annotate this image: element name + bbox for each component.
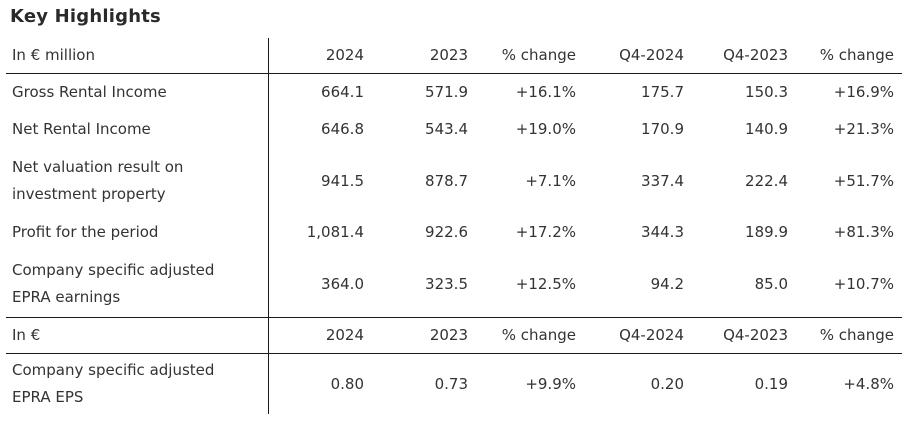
table-row: Profit for the period 1,081.4 922.6 +17.… (6, 214, 902, 251)
cell-value: 646.8 (321, 120, 364, 138)
header-2024: 2024 (268, 38, 368, 74)
cell-value: +7.1% (525, 171, 576, 190)
cell-value: 175.7 (641, 83, 684, 101)
cell-value: 0.19 (754, 374, 788, 393)
cell-value: 543.4 (425, 120, 468, 138)
cell-value: 878.7 (425, 171, 468, 190)
header-q4-2024: Q4-2024 (584, 317, 688, 354)
row-label-line1: Net valuation result on (12, 158, 184, 176)
cell-value: +16.1% (515, 83, 576, 101)
row-label-line2: investment property (12, 185, 166, 203)
table-row: Company specific adjusted EPRA earnings 3… (6, 251, 902, 318)
cell-value: +81.3% (833, 223, 894, 241)
cell-value: 170.9 (641, 120, 684, 138)
header-pct-change: % change (476, 317, 584, 354)
cell-value: 140.9 (745, 120, 788, 138)
cell-value: +4.8% (843, 374, 894, 393)
row-label: Net Rental Income (6, 111, 269, 148)
row-label: Profit for the period (6, 214, 269, 251)
cell-value: 0.80 (330, 374, 364, 393)
header-unit: In € (6, 317, 269, 354)
cell-value: +19.0% (515, 120, 576, 138)
header-2023: 2023 (368, 38, 476, 74)
cell-value: 664.1 (321, 83, 364, 101)
key-highlights-table: In € million 2024 2023 % change Q4-2024 … (6, 38, 902, 414)
table-row: Net Rental Income 646.8 543.4 +19.0% 170… (6, 111, 902, 148)
cell-value: 222.4 (745, 171, 788, 190)
header-q4-pct-change: % change (796, 317, 902, 354)
cell-value: +9.9% (525, 374, 576, 393)
cell-value: 337.4 (641, 171, 684, 190)
cell-value: 323.5 (425, 274, 468, 293)
row-label-line2: EPRA EPS (12, 388, 84, 406)
cell-value: +16.9% (833, 83, 894, 101)
cell-value: 571.9 (425, 83, 468, 101)
cell-value: +10.7% (833, 274, 894, 293)
cell-value: +17.2% (515, 223, 576, 241)
cell-value: +51.7% (833, 171, 894, 190)
cell-value: 922.6 (425, 223, 468, 241)
table-header-row: In € 2024 2023 % change Q4-2024 Q4-2023 … (6, 317, 902, 354)
table-row: Gross Rental Income 664.1 571.9 +16.1% 1… (6, 73, 902, 111)
header-q4-2024: Q4-2024 (584, 38, 688, 74)
cell-value: +12.5% (515, 274, 576, 293)
cell-value: 94.2 (650, 274, 684, 293)
cell-value: 85.0 (754, 274, 788, 293)
cell-value: 189.9 (745, 223, 788, 241)
cell-value: 0.73 (434, 374, 468, 393)
header-q4-pct-change: % change (796, 38, 902, 74)
header-2023: 2023 (368, 317, 476, 354)
row-label: Net valuation result on investment proper… (6, 148, 269, 214)
row-label-line2: EPRA earnings (12, 288, 121, 306)
row-label: Company specific adjusted EPRA EPS (6, 353, 269, 414)
row-label-line1: Company specific adjusted (12, 361, 215, 379)
cell-value: 1,081.4 (306, 223, 364, 241)
cell-value: 344.3 (641, 223, 684, 241)
table-row: Company specific adjusted EPRA EPS 0.80 0… (6, 353, 902, 414)
row-label: Company specific adjusted EPRA earnings (6, 251, 269, 318)
row-label-line1: Company specific adjusted (12, 261, 215, 279)
cell-value: +21.3% (833, 120, 894, 138)
header-2024: 2024 (268, 317, 368, 354)
cell-value: 364.0 (321, 274, 364, 293)
header-q4-2023: Q4-2023 (688, 38, 796, 74)
row-label: Gross Rental Income (6, 73, 269, 111)
cell-value: 0.20 (650, 374, 684, 393)
page-title: Key Highlights (10, 6, 161, 27)
cell-value: 941.5 (321, 171, 364, 190)
table-row: Net valuation result on investment proper… (6, 148, 902, 214)
header-q4-2023: Q4-2023 (688, 317, 796, 354)
cell-value: 150.3 (745, 83, 788, 101)
header-pct-change: % change (476, 38, 584, 74)
table-header-row: In € million 2024 2023 % change Q4-2024 … (6, 38, 902, 74)
header-unit: In € million (6, 38, 269, 74)
